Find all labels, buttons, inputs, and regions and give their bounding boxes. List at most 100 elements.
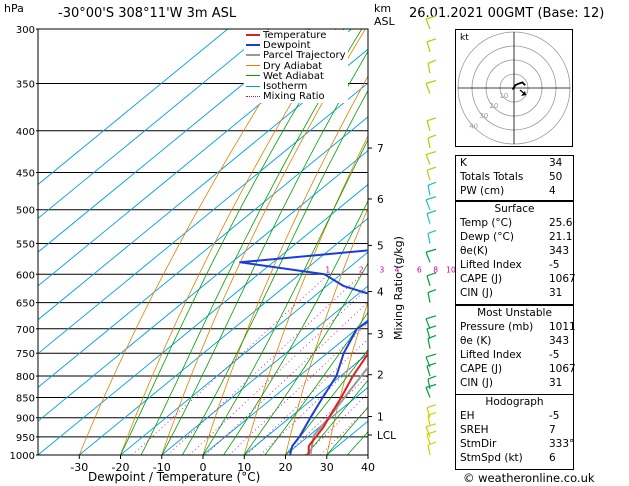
isotherm-line xyxy=(202,319,368,455)
wind-barb-flag xyxy=(426,325,437,330)
pressure-tick-label: 350 xyxy=(16,80,35,91)
legend-item-parcel: Parcel Trajectory xyxy=(246,51,346,61)
dry-adiabat-line xyxy=(285,207,368,455)
wind-barb xyxy=(427,378,431,390)
temperature-tick-label: 20 xyxy=(279,461,293,474)
wet-adiabat-line xyxy=(182,89,368,455)
wind-barb xyxy=(425,387,431,398)
km-tick-label: 2 xyxy=(377,370,384,382)
pressure-tick-label: 650 xyxy=(16,299,35,310)
wind-barb xyxy=(425,18,431,30)
wind-barb xyxy=(426,328,431,339)
wind-barb xyxy=(425,318,431,330)
wind-barb-flag xyxy=(425,196,437,201)
hodo-row: StmSpd (kt) 6 xyxy=(460,452,556,464)
mixing-ratio-line xyxy=(189,287,368,455)
y-axis-title-mixing-ratio: Mixing Ratio (g/kg) xyxy=(392,236,405,340)
isotherm-line xyxy=(38,82,368,355)
hodograph-indices-table: Hodograph EH -5 SREH 7 StmDir 333° StmSpd (… xyxy=(455,394,574,470)
pressure-tick-label: 400 xyxy=(16,127,35,138)
surface-row: CIN (J) 31 xyxy=(460,287,563,299)
wet-adiabat-line xyxy=(285,349,368,455)
km-tick-label: LCL xyxy=(377,430,396,442)
wind-barb-flag xyxy=(427,411,437,417)
storm-motion-arrowhead xyxy=(521,91,526,96)
index-row-pw: PW (cm) 4 xyxy=(460,185,556,197)
dry-adiabat-line xyxy=(120,29,337,455)
dewpoint-line xyxy=(239,249,368,455)
pressure-tick-label: 1000 xyxy=(10,451,35,462)
pressure-tick-label: 550 xyxy=(16,239,35,250)
asl-label: ASL xyxy=(374,15,395,28)
pressure-tick-label: 500 xyxy=(16,206,35,217)
wind-barb-flag xyxy=(427,229,437,235)
km-tick-label: 1 xyxy=(377,412,384,424)
wind-barb xyxy=(427,137,431,149)
pressure-tick-label: 800 xyxy=(16,372,35,383)
wind-barb-flag xyxy=(425,15,437,20)
hodo-row: EH -5 xyxy=(460,410,560,422)
wind-barb xyxy=(425,199,431,210)
most-unstable-title: Most Unstable xyxy=(477,307,552,319)
wind-barb xyxy=(426,41,431,53)
wind-barb-flag xyxy=(427,134,437,139)
mu-row: Pressure (mb) 1011 xyxy=(460,321,576,333)
wind-barb-flag xyxy=(427,441,437,446)
surface-row: θe(K) 343 xyxy=(460,245,570,257)
isotherm-line xyxy=(78,217,368,455)
surface-row: Dewp (°C) 21.1 xyxy=(460,231,573,243)
wind-barb-flag xyxy=(426,404,437,409)
dry-adiabat-line xyxy=(243,135,368,455)
wind-barb-flag xyxy=(427,181,437,186)
isotherm-line xyxy=(120,251,368,455)
temperature-tick-label: 10 xyxy=(237,461,251,474)
wind-barb-flag xyxy=(425,383,437,389)
index-row-totals: Totals Totals 50 xyxy=(460,171,563,183)
isotherm-line xyxy=(161,285,368,455)
km-tick-label: 4 xyxy=(377,287,384,299)
isotherm-line xyxy=(38,150,368,422)
wet-adiabat-line xyxy=(161,50,368,455)
wet-adiabat-line xyxy=(140,29,363,455)
pressure-tick-label: 900 xyxy=(16,414,35,425)
mu-row: Lifted Index -5 xyxy=(460,349,560,361)
date-title: 26.01.2021 00GMT (Base: 12) xyxy=(409,6,605,21)
wind-barb xyxy=(425,83,431,94)
wind-barb-flag xyxy=(425,423,437,428)
hodograph-trace xyxy=(511,81,526,91)
mu-row: CIN (J) 31 xyxy=(460,377,563,389)
mu-row: θe (K) 343 xyxy=(460,335,570,347)
copyright-footer: © weatheronline.co.uk xyxy=(463,471,595,485)
mixing-ratio-label: 3 xyxy=(379,265,384,274)
mixing-ratio-label: 1 xyxy=(325,265,330,274)
hodo-row: StmDir 333° xyxy=(460,438,575,450)
legend-item-wet-adiabat: Wet Adiabat xyxy=(246,71,346,82)
surface-title: Surface xyxy=(494,203,535,215)
wind-barb-flag xyxy=(427,375,437,380)
temperature-tick-label: 0 xyxy=(200,461,207,474)
mu-row: CAPE (J) 1067 xyxy=(460,363,576,375)
temperature-tick-label: -10 xyxy=(153,461,171,474)
wind-barb xyxy=(427,233,431,244)
wind-barb xyxy=(426,120,431,131)
x-axis-title: Dewpoint / Temperature (°C) xyxy=(88,470,261,484)
pressure-tick-label: 750 xyxy=(16,349,35,360)
wind-barb xyxy=(425,252,431,263)
mixing-ratio-label: 4 xyxy=(395,265,400,274)
mixing-ratio-label: 8 xyxy=(433,265,438,274)
wind-barb xyxy=(427,444,431,456)
mixing-ratio-line xyxy=(246,338,368,455)
wind-barb xyxy=(427,338,431,349)
wind-barb-flag xyxy=(426,117,437,122)
dry-adiabat-line xyxy=(615,29,629,455)
temperature-tick-label: -20 xyxy=(112,461,130,474)
temperature-tick-label: 40 xyxy=(361,461,375,474)
hodograph-kt-label: kt xyxy=(460,33,469,43)
surface-table: Surface Temp (°C) 25.6 Dewp (°C) 21.1 θe(K… xyxy=(455,201,576,305)
hodograph-indices-title: Hodograph xyxy=(485,396,544,408)
wind-barb xyxy=(427,63,431,74)
dry-adiabat-line xyxy=(161,29,366,455)
wind-barb-flag xyxy=(425,353,437,358)
legend-item-dry-adiabat: Dry Adiabat xyxy=(246,61,346,72)
pressure-tick-label: 950 xyxy=(16,433,35,444)
